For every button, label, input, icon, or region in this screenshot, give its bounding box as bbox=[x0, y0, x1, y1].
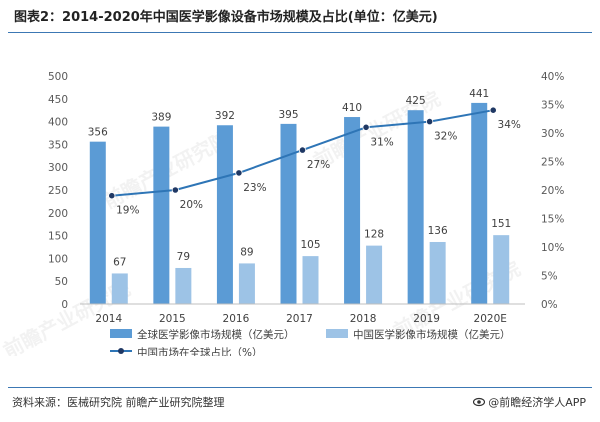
share-point-label: 34% bbox=[498, 119, 521, 131]
china-bar-label: 67 bbox=[113, 256, 126, 268]
left-axis-tick: 150 bbox=[48, 231, 68, 243]
legend-marker bbox=[118, 348, 124, 354]
global-market-bar bbox=[280, 123, 297, 304]
x-axis-tick: 2014 bbox=[95, 313, 122, 325]
global-market-bar bbox=[216, 125, 233, 304]
china-bar-label: 136 bbox=[428, 225, 448, 237]
china-market-bar bbox=[429, 241, 446, 304]
global-bar-label: 425 bbox=[406, 95, 426, 107]
china-market-bar bbox=[175, 267, 192, 304]
share-point bbox=[489, 106, 497, 114]
x-axis-tick: 2018 bbox=[350, 313, 377, 325]
left-axis-tick: 350 bbox=[48, 139, 68, 151]
share-point-label: 32% bbox=[434, 131, 457, 143]
share-point-label: 20% bbox=[180, 199, 203, 211]
share-point-label: 27% bbox=[307, 159, 330, 171]
x-axis-tick: 2017 bbox=[286, 313, 313, 325]
china-bar-label: 128 bbox=[364, 229, 384, 241]
share-point bbox=[298, 146, 307, 154]
right-axis-tick: 15% bbox=[541, 214, 564, 226]
global-market-bar bbox=[407, 110, 424, 304]
footer-divider bbox=[8, 387, 592, 388]
share-point-label: 19% bbox=[116, 205, 139, 217]
share-point bbox=[426, 117, 434, 126]
right-axis-tick: 5% bbox=[541, 271, 558, 283]
share-point-label: 23% bbox=[243, 182, 266, 194]
chart-title: 图表2：2014-2020年中国医学影像设备市场规模及占比(单位：亿美元) bbox=[14, 10, 438, 25]
legend-label: 中国医学影像市场规模（亿美元） bbox=[353, 328, 511, 341]
legend-swatch bbox=[110, 329, 132, 338]
brand-credit: @前瞻经济学人APP bbox=[472, 394, 586, 410]
china-market-bar bbox=[302, 256, 319, 304]
right-axis-tick: 35% bbox=[541, 100, 564, 112]
title-divider bbox=[8, 32, 592, 33]
left-axis-tick: 450 bbox=[48, 94, 68, 106]
global-bar-label: 356 bbox=[88, 127, 108, 139]
eye-logo-icon bbox=[472, 397, 485, 407]
china-market-bar bbox=[366, 245, 383, 304]
legend-swatch bbox=[326, 329, 348, 338]
left-axis-tick: 400 bbox=[48, 117, 68, 129]
right-axis-tick: 40% bbox=[541, 71, 564, 83]
left-axis-tick: 0 bbox=[61, 299, 68, 311]
right-axis-tick: 30% bbox=[541, 128, 564, 140]
right-axis-tick: 10% bbox=[541, 242, 564, 254]
x-axis-tick: 2015 bbox=[159, 313, 186, 325]
legend-label: 中国市场在全球占比（%） bbox=[137, 346, 262, 356]
right-axis-tick: 20% bbox=[541, 185, 564, 197]
global-bar-label: 389 bbox=[151, 112, 171, 124]
china-bar-label: 89 bbox=[240, 246, 253, 258]
x-axis-tick: 2016 bbox=[223, 313, 250, 325]
share-point bbox=[362, 123, 370, 131]
china-market-bar bbox=[111, 273, 128, 304]
combo-chart: 前瞻产业研究院前瞻产业研究院前瞻产业研究院前瞻产业研究院 05010015020… bbox=[0, 71, 564, 356]
global-bar-label: 441 bbox=[469, 88, 489, 100]
x-axis-tick: 2020E bbox=[474, 313, 507, 325]
share-point bbox=[235, 169, 243, 177]
left-axis-tick: 300 bbox=[48, 162, 68, 174]
global-market-bar bbox=[344, 117, 361, 304]
share-point bbox=[171, 186, 179, 194]
china-bar-label: 79 bbox=[177, 251, 190, 263]
left-axis-tick: 100 bbox=[48, 253, 68, 265]
left-axis-tick: 50 bbox=[55, 276, 68, 288]
global-market-bar bbox=[471, 102, 488, 305]
share-point-label: 31% bbox=[370, 136, 393, 148]
global-market-bar bbox=[89, 141, 106, 304]
china-market-bar bbox=[238, 263, 255, 304]
right-axis-tick: 25% bbox=[541, 157, 564, 169]
source-note: 资料来源：医械研究院 前瞻产业研究院整理 bbox=[12, 396, 225, 409]
global-market-bar bbox=[153, 126, 170, 304]
global-bar-label: 410 bbox=[342, 102, 362, 114]
left-axis-tick: 200 bbox=[48, 208, 68, 220]
share-point bbox=[108, 192, 116, 200]
china-market-bar bbox=[493, 235, 510, 304]
left-axis-tick: 250 bbox=[48, 185, 68, 197]
right-axis-tick: 0% bbox=[541, 299, 558, 311]
left-axis-tick: 500 bbox=[48, 71, 68, 83]
legend-label: 全球医学影像市场规模（亿美元） bbox=[137, 328, 295, 341]
x-axis-tick: 2019 bbox=[413, 313, 440, 325]
global-bar-label: 395 bbox=[278, 109, 298, 121]
china-bar-label: 151 bbox=[491, 218, 511, 230]
brand-text: @前瞻经济学人APP bbox=[488, 396, 586, 409]
china-bar-label: 105 bbox=[300, 239, 320, 251]
global-bar-label: 392 bbox=[215, 110, 235, 122]
